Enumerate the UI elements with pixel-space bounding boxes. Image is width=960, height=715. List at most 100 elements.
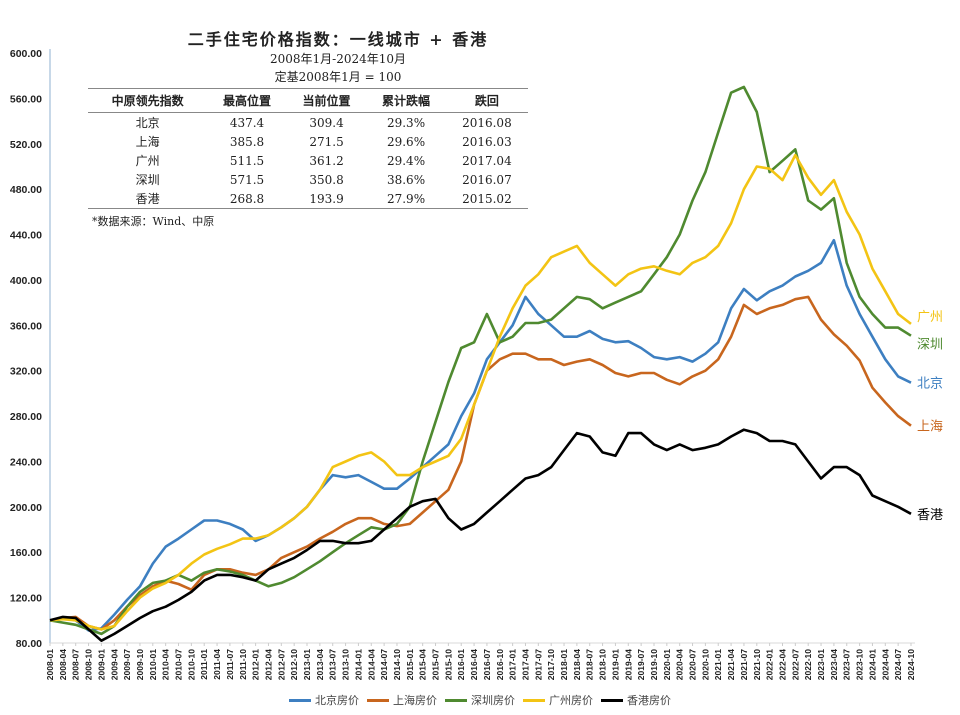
summary-table-panel: 二手住宅价格指数：一线城市 + 香港 2008年1月-2024年10月 定基20… [88, 26, 528, 229]
table-row: 深圳 571.5 350.8 38.6% 2016.07 [88, 170, 528, 189]
cell: 2015.02 [445, 189, 528, 209]
y-tick-label: 200.00 [10, 502, 42, 514]
legend-swatch [445, 698, 467, 702]
cell: 29.6% [386, 134, 426, 149]
cell: 29.4% [386, 153, 426, 168]
cell: 2016.08 [462, 115, 512, 130]
series-lines [49, 85, 912, 642]
x-tick-label: 2012-04 [263, 649, 273, 680]
y-tick-label: 480.00 [10, 184, 42, 196]
x-tick-label: 2010-01 [148, 649, 158, 680]
x-tick-label: 2020-07 [688, 649, 698, 680]
y-tick-label: 440.00 [10, 230, 42, 242]
cell: 350.8 [309, 172, 344, 187]
data-source-note: *数据来源：Wind、中原 [92, 215, 215, 228]
cell: 38.6% [386, 172, 426, 187]
x-tick-label: 2014-10 [392, 649, 402, 680]
legend-swatch [601, 698, 623, 702]
x-tick-label: 2023-07 [842, 649, 852, 680]
x-tick-label: 2011-04 [212, 649, 222, 680]
x-tick-label: 2012-10 [289, 649, 299, 680]
x-tick-label: 2019-07 [636, 649, 646, 680]
legend-item: 深圳房价 [445, 692, 515, 708]
y-tick-label: 160.00 [10, 547, 42, 559]
x-tick-label: 2013-01 [302, 649, 312, 680]
x-tick-label: 2018-07 [585, 649, 595, 680]
series-end-label: 北京 [917, 377, 943, 392]
series-end-label: 深圳 [917, 338, 943, 353]
cell: 2017.04 [462, 153, 512, 168]
x-tick-label: 2021-04 [726, 649, 736, 680]
table-header-row: 中原领先指数 最高位置 当前位置 累计跌幅 跌回 [88, 88, 528, 113]
chart-subtitle: 2008年1月-2024年10月 [269, 52, 407, 66]
series-line [49, 85, 912, 636]
x-tick-label: 2021-10 [752, 649, 762, 680]
x-tick-label: 2024-07 [893, 649, 903, 680]
x-tick-label: 2019-10 [649, 649, 659, 680]
y-tick-label: 280.00 [10, 411, 42, 423]
x-tick-label: 2016-07 [482, 649, 492, 680]
legend-label: 北京房价 [315, 695, 359, 707]
x-tick-label: 2022-04 [777, 649, 787, 680]
cell: 香港 [88, 189, 208, 209]
cell: 511.5 [229, 153, 265, 168]
x-tick-label: 2023-04 [829, 649, 839, 680]
chart-legend: 北京房价 上海房价 深圳房价 广州房价 香港房价 [0, 692, 960, 708]
x-tick-label: 2014-01 [353, 649, 363, 680]
x-tick-label: 2024-01 [867, 649, 877, 680]
header-cell: 累计跌幅 [366, 88, 446, 113]
x-tick-label: 2017-01 [508, 649, 518, 680]
x-tick-label: 2011-01 [199, 649, 209, 680]
legend-label: 深圳房价 [471, 695, 515, 707]
x-tick-label: 2023-01 [816, 649, 826, 680]
x-tick-label: 2014-04 [366, 649, 376, 680]
x-tick-label: 2020-01 [662, 649, 672, 680]
x-tick-label: 2022-01 [765, 649, 775, 680]
legend-item: 广州房价 [523, 692, 593, 708]
series-line [49, 153, 912, 631]
series-line [49, 238, 912, 632]
x-tick-label: 2020-04 [675, 649, 685, 680]
series-line [49, 428, 912, 642]
chart-title: 二手住宅价格指数：一线城市 + 香港 [187, 30, 489, 49]
x-tick-label: 2024-04 [880, 649, 890, 680]
cell: 193.9 [286, 189, 367, 209]
x-tick-label: 2009-10 [135, 649, 145, 680]
x-tick-label: 2008-07 [71, 649, 81, 680]
header-cell: 最高位置 [207, 88, 287, 113]
cell: 385.8 [229, 134, 265, 149]
cell: 271.5 [309, 134, 344, 149]
x-tick-label: 2021-01 [713, 649, 723, 680]
x-tick-label: 2020-10 [700, 649, 710, 680]
series-end-label: 香港 [917, 508, 943, 523]
legend-swatch [523, 698, 545, 702]
x-tick-label: 2022-10 [803, 649, 813, 680]
y-tick-label: 360.00 [10, 320, 42, 332]
x-tick-label: 2017-04 [520, 649, 530, 680]
chart-base-note: 定基2008年1月 = 100 [274, 70, 402, 84]
y-tick-label: 120.00 [10, 593, 42, 605]
cell: 广州 [135, 154, 160, 168]
series-line [49, 295, 912, 631]
x-tick-label: 2009-04 [109, 649, 119, 680]
cell: 437.4 [229, 115, 265, 130]
x-tick-label: 2019-04 [623, 649, 633, 680]
x-tick-label: 2015-04 [418, 649, 428, 680]
header-cell: 中原领先指数 [88, 88, 208, 113]
x-tick-label: 2024-10 [906, 649, 916, 680]
y-tick-label: 320.00 [10, 366, 42, 378]
series-end-label: 广州 [917, 310, 943, 325]
y-tick-label: 400.00 [10, 275, 42, 287]
x-tick-label: 2009-01 [96, 649, 106, 680]
x-tick-label: 2018-04 [572, 649, 582, 680]
x-tick-label: 2018-01 [559, 649, 569, 680]
cell: 571.5 [229, 172, 265, 187]
cell: 深圳 [135, 173, 160, 187]
x-tick-label: 2010-04 [161, 649, 171, 680]
x-tick-label: 2011-10 [238, 649, 248, 680]
legend-swatch [289, 698, 311, 702]
table-row: 北京 437.4 309.4 29.3% 2016.08 [88, 113, 528, 133]
cell: 268.8 [207, 189, 287, 209]
x-tick-label: 2008-04 [58, 649, 68, 680]
